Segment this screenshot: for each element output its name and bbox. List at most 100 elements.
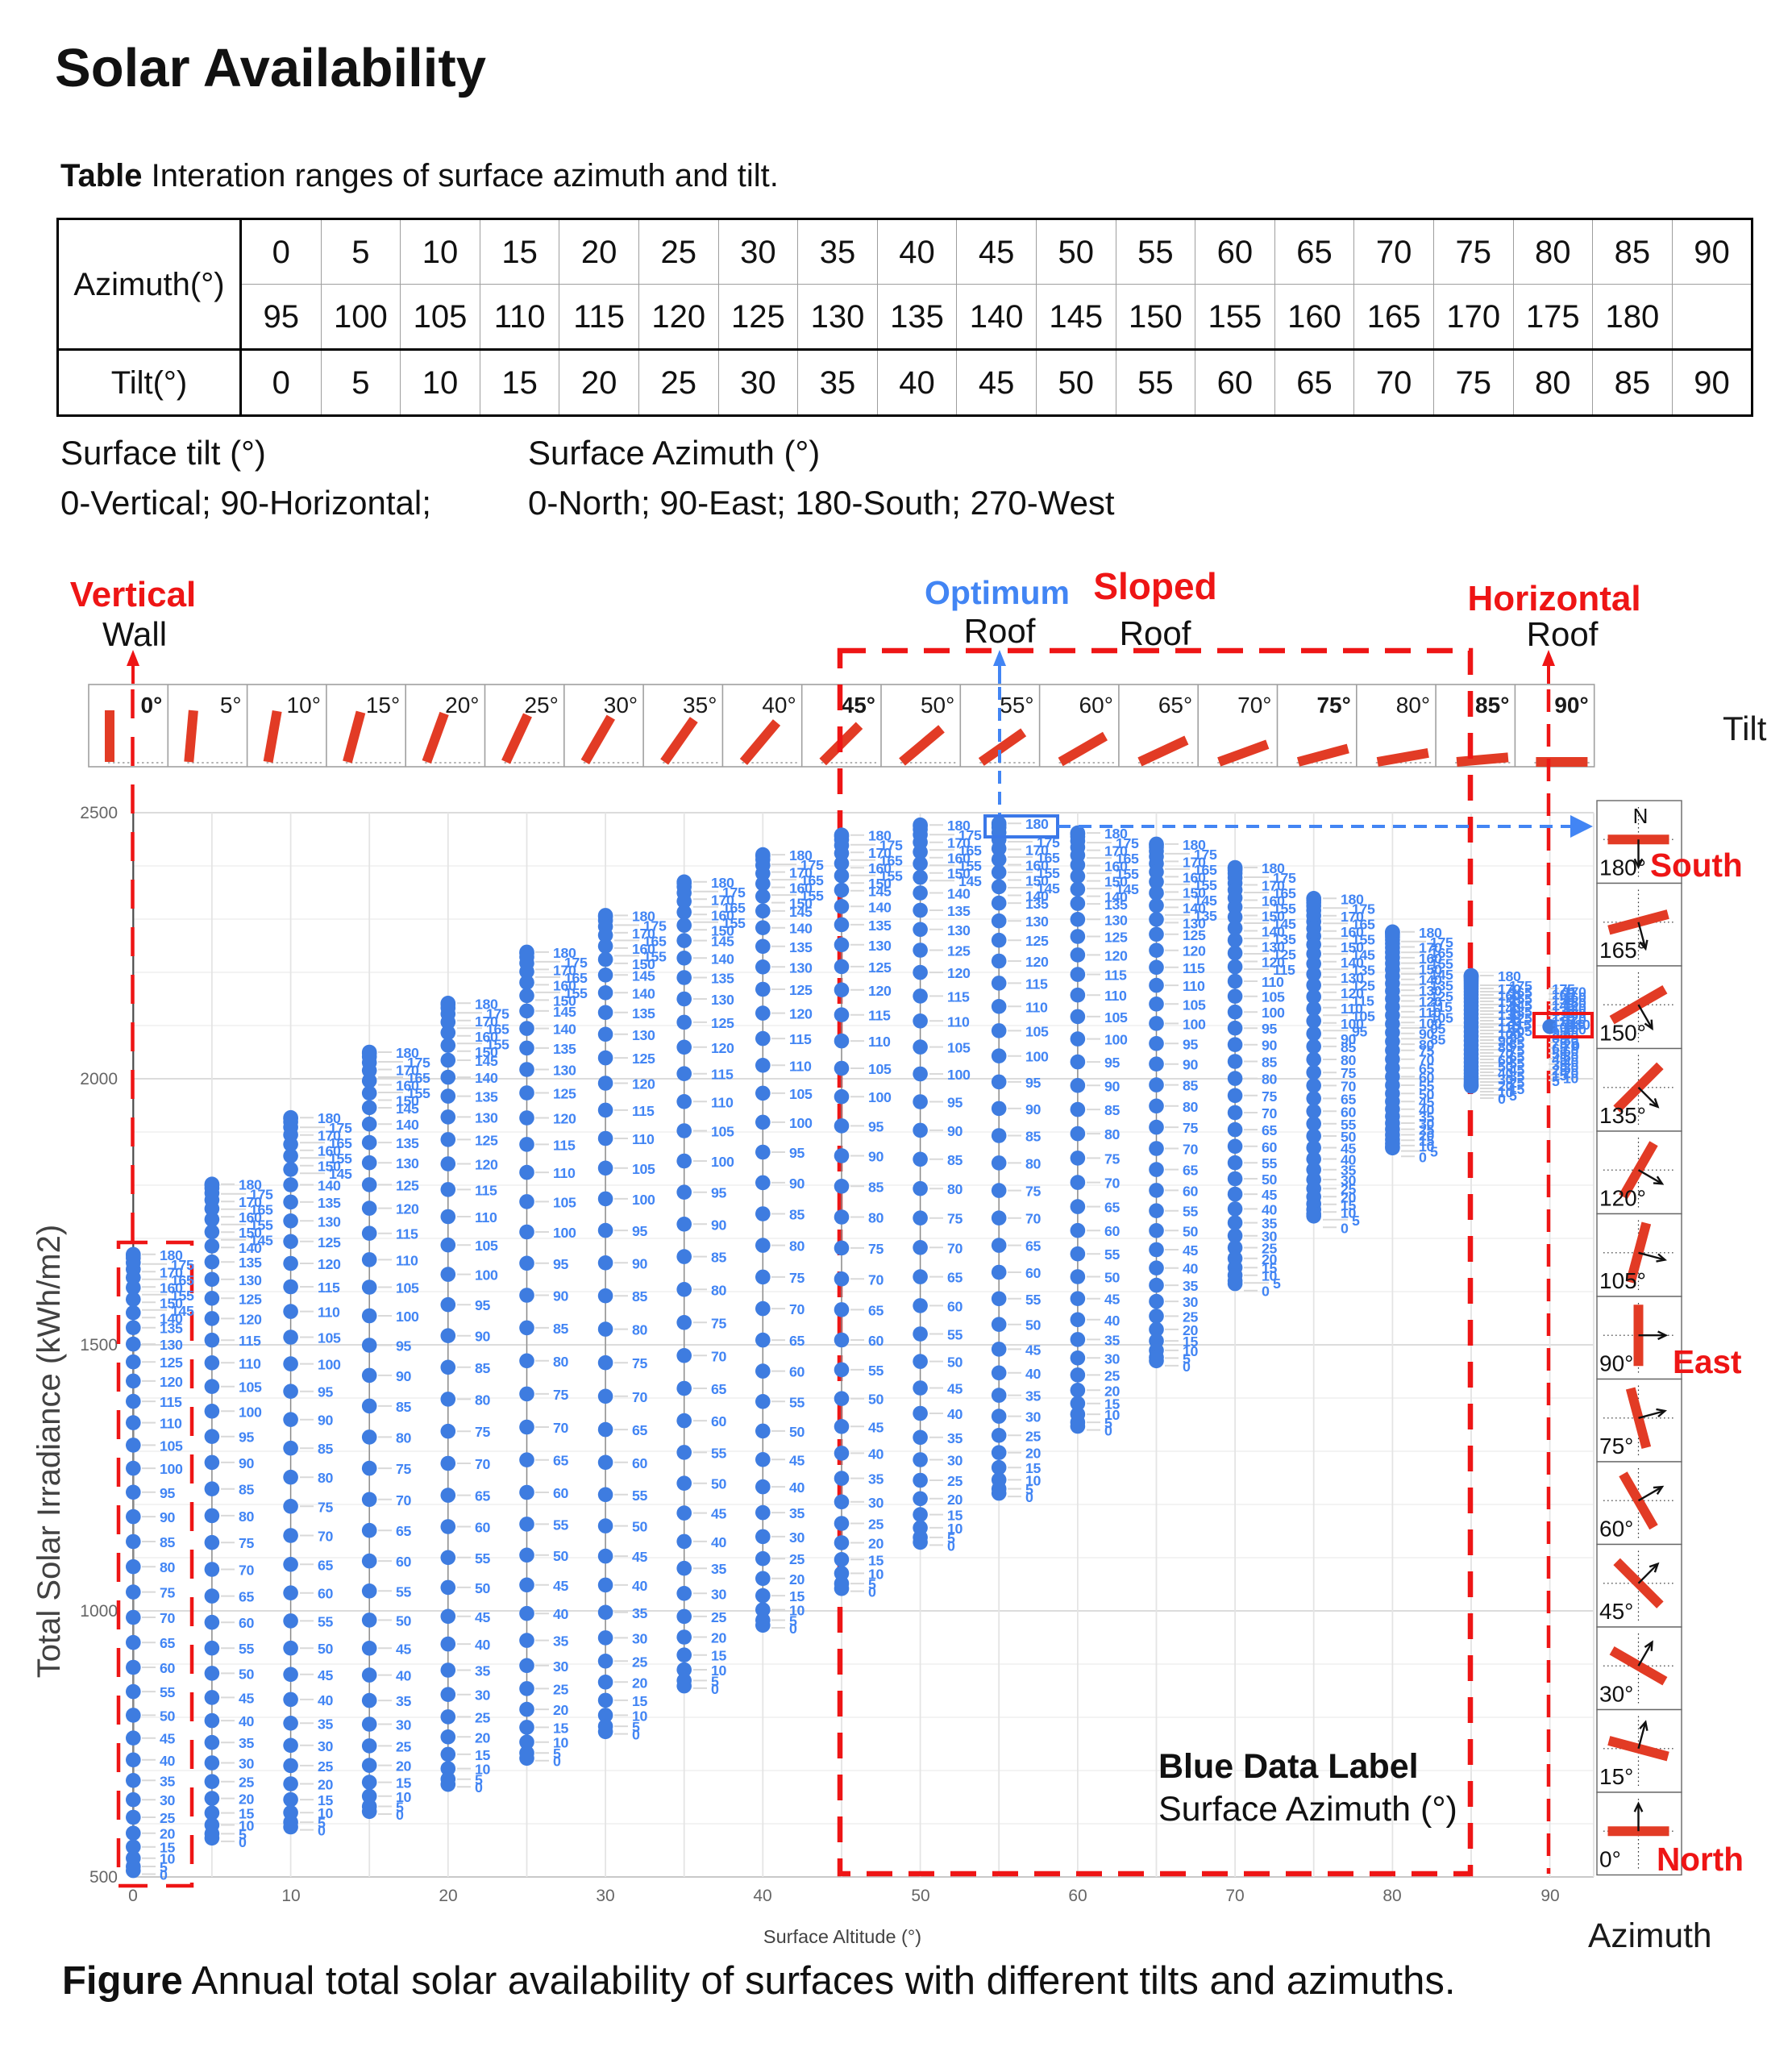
svg-text:170: 170: [396, 1063, 419, 1079]
svg-text:0: 0: [396, 1807, 404, 1823]
svg-text:85: 85: [789, 1207, 805, 1223]
svg-text:80: 80: [318, 1470, 333, 1486]
svg-text:140: 140: [1104, 889, 1128, 905]
svg-text:170: 170: [1419, 940, 1442, 956]
svg-text:165: 165: [486, 1021, 509, 1037]
svg-text:1500: 1500: [80, 1336, 118, 1354]
svg-text:120: 120: [789, 1006, 813, 1022]
svg-text:155: 155: [250, 1217, 273, 1234]
svg-text:55: 55: [1419, 1078, 1434, 1094]
svg-text:85: 85: [396, 1399, 411, 1415]
svg-text:105: 105: [1025, 1023, 1049, 1039]
svg-text:65: 65: [396, 1523, 411, 1539]
svg-text:45: 45: [1183, 1242, 1198, 1259]
svg-text:150: 150: [1183, 884, 1206, 901]
svg-text:70: 70: [1563, 1038, 1578, 1054]
svg-text:55: 55: [160, 1684, 175, 1700]
svg-text:40: 40: [1341, 1152, 1356, 1168]
svg-text:140: 140: [868, 899, 892, 915]
svg-text:0: 0: [1498, 1091, 1506, 1107]
svg-text:175: 175: [171, 1257, 194, 1273]
svg-text:105: 105: [239, 1379, 262, 1396]
svg-text:15: 15: [1552, 1067, 1567, 1084]
svg-text:145: 145: [396, 1101, 419, 1117]
svg-text:110: 110: [1563, 1017, 1586, 1033]
svg-text:20: 20: [868, 1536, 884, 1552]
svg-text:150: 150: [239, 1225, 262, 1241]
svg-text:15: 15: [396, 1775, 411, 1791]
svg-text:0: 0: [1025, 1489, 1033, 1505]
svg-text:5: 5: [1509, 1088, 1517, 1104]
svg-text:135: 135: [1025, 896, 1049, 912]
svg-text:40: 40: [239, 1713, 254, 1729]
svg-text:85: 85: [1341, 1039, 1356, 1055]
svg-text:125: 125: [868, 959, 892, 976]
svg-text:110: 110: [711, 1094, 734, 1110]
svg-text:90: 90: [475, 1329, 490, 1345]
svg-text:15: 15: [1183, 1334, 1198, 1350]
svg-text:145: 145: [789, 904, 813, 920]
svg-text:125: 125: [1430, 988, 1453, 1005]
svg-text:70: 70: [1104, 1176, 1120, 1192]
svg-text:15: 15: [632, 1693, 647, 1709]
svg-text:110: 110: [553, 1165, 576, 1181]
svg-text:20: 20: [1563, 1065, 1578, 1081]
svg-text:50: 50: [789, 1424, 805, 1440]
svg-text:North: North: [1657, 1841, 1744, 1878]
svg-text:180: 180: [1419, 925, 1442, 941]
svg-text:10: 10: [632, 1708, 647, 1724]
svg-text:65: 65: [789, 1333, 805, 1349]
svg-text:5: 5: [239, 1826, 247, 1842]
svg-text:85: 85: [553, 1321, 568, 1337]
svg-text:120: 120: [160, 1374, 183, 1390]
svg-text:25: 25: [789, 1551, 805, 1567]
svg-text:110: 110: [1262, 974, 1284, 990]
svg-text:80: 80: [868, 1210, 884, 1226]
svg-text:160: 160: [553, 977, 576, 993]
svg-text:95: 95: [1025, 1075, 1041, 1091]
svg-text:85: 85: [1430, 1031, 1445, 1047]
svg-text:95: 95: [239, 1429, 254, 1446]
svg-text:180: 180: [475, 996, 498, 1012]
svg-text:65: 65: [1552, 1041, 1567, 1057]
svg-text:115: 115: [632, 1103, 655, 1119]
svg-text:60: 60: [1025, 1265, 1041, 1281]
svg-text:130: 130: [239, 1272, 262, 1288]
svg-text:65: 65: [475, 1488, 490, 1504]
svg-text:0: 0: [1572, 1038, 1580, 1054]
svg-text:95: 95: [711, 1185, 726, 1201]
svg-text:175: 175: [722, 884, 746, 901]
svg-text:50: 50: [868, 1392, 884, 1408]
svg-text:130: 130: [632, 1027, 655, 1043]
svg-text:115: 115: [1509, 1017, 1532, 1033]
svg-text:125: 125: [1025, 933, 1049, 949]
svg-text:60: 60: [239, 1615, 254, 1631]
svg-text:120: 120: [1262, 955, 1285, 971]
svg-text:175: 175: [1509, 978, 1532, 994]
svg-text:85: 85: [318, 1441, 333, 1457]
svg-text:150: 150: [1104, 874, 1128, 890]
svg-text:65: 65: [239, 1589, 254, 1605]
svg-text:10: 10: [396, 1789, 411, 1805]
svg-text:100: 100: [632, 1192, 655, 1208]
svg-text:5: 5: [1273, 1275, 1281, 1292]
svg-text:25: 25: [632, 1654, 647, 1670]
svg-text:100: 100: [1262, 1005, 1285, 1021]
svg-text:5: 5: [868, 1576, 876, 1592]
svg-text:20: 20: [1419, 1128, 1434, 1144]
svg-text:30: 30: [596, 1887, 614, 1905]
svg-text:70: 70: [1262, 1105, 1277, 1121]
svg-text:150: 150: [1025, 873, 1049, 889]
svg-text:45: 45: [1552, 1051, 1567, 1067]
svg-text:35: 35: [1262, 1216, 1277, 1232]
svg-text:60°: 60°: [1079, 693, 1113, 718]
svg-text:125: 125: [239, 1291, 262, 1307]
svg-text:100: 100: [396, 1309, 419, 1325]
svg-text:170: 170: [1183, 854, 1206, 870]
svg-text:115: 115: [789, 1031, 812, 1047]
svg-text:35: 35: [1419, 1109, 1434, 1126]
svg-text:105: 105: [160, 1438, 183, 1454]
svg-text:65: 65: [868, 1302, 884, 1318]
svg-text:130: 130: [1419, 983, 1442, 999]
svg-text:20: 20: [1341, 1189, 1356, 1205]
